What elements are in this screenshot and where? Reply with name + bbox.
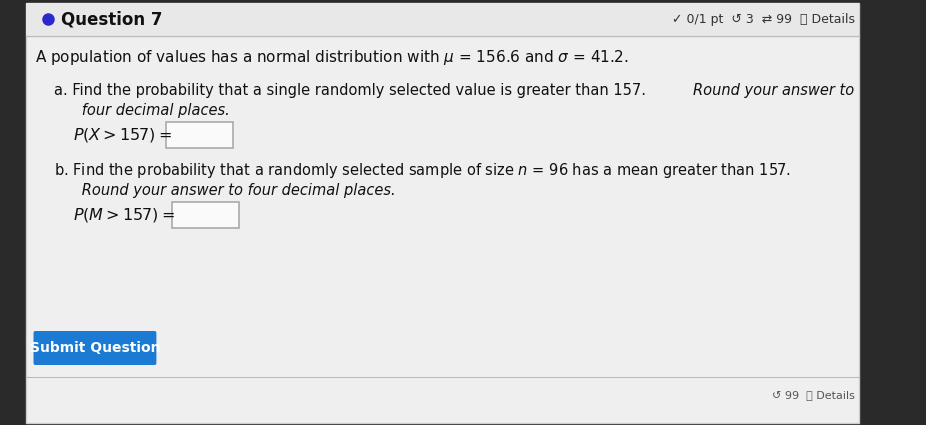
FancyBboxPatch shape xyxy=(166,122,232,148)
FancyBboxPatch shape xyxy=(33,331,156,365)
Text: A population of values has a normal distribution with $\mu$ = 156.6 and $\sigma$: A population of values has a normal dist… xyxy=(35,48,629,66)
FancyBboxPatch shape xyxy=(26,3,859,423)
Text: $P(M > 157) =$: $P(M > 157) =$ xyxy=(72,206,174,224)
Text: Submit Question: Submit Question xyxy=(30,341,160,355)
FancyBboxPatch shape xyxy=(26,3,859,35)
Text: $P(X > 157) =$: $P(X > 157) =$ xyxy=(72,126,171,144)
Text: Round your answer to: Round your answer to xyxy=(694,82,855,97)
Text: ✓ 0/1 pt  ↺ 3  ⇄ 99  ⓘ Details: ✓ 0/1 pt ↺ 3 ⇄ 99 ⓘ Details xyxy=(671,12,855,26)
Text: Question 7: Question 7 xyxy=(60,10,162,28)
Text: ↺ 99  ⓘ Details: ↺ 99 ⓘ Details xyxy=(771,390,855,400)
Text: b. Find the probability that a randomly selected sample of size $n$ = 96 has a m: b. Find the probability that a randomly … xyxy=(54,161,791,179)
Text: a. Find the probability that a single randomly selected value is greater than 15: a. Find the probability that a single ra… xyxy=(54,82,646,97)
Text: four decimal places.: four decimal places. xyxy=(54,102,230,117)
Text: Round your answer to four decimal places.: Round your answer to four decimal places… xyxy=(54,182,395,198)
FancyBboxPatch shape xyxy=(172,202,239,228)
